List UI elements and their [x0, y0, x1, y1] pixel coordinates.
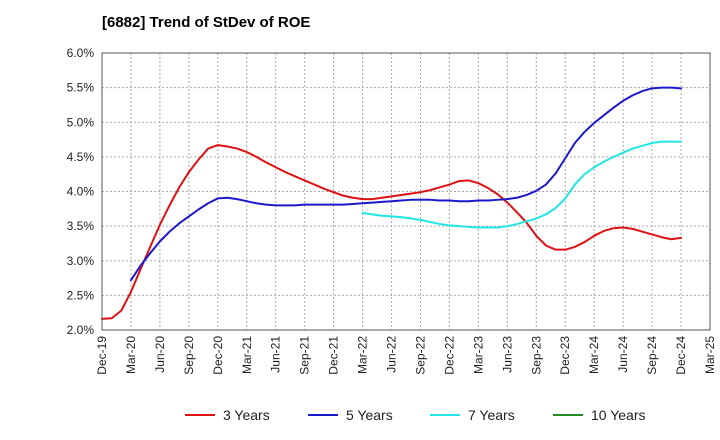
- x-tick-label: Sep-23: [529, 336, 543, 375]
- x-tick-label: Mar-25: [703, 336, 717, 374]
- x-tick-label: Jun-21: [269, 336, 283, 373]
- x-tick-label: Mar-24: [587, 336, 601, 374]
- x-tick-label: Mar-21: [240, 336, 254, 374]
- y-tick-label: 2.0%: [67, 323, 95, 337]
- x-tick-label: Dec-21: [327, 336, 341, 375]
- x-tick-label: Mar-23: [471, 336, 485, 374]
- x-axis-ticks: Dec-19 Mar-20 Jun-20 Sep-20 Dec-20 Mar-21 Jun-…: [95, 336, 717, 375]
- series-line-3-years: [101, 144, 683, 320]
- x-tick-label: Jun-22: [385, 336, 399, 373]
- series-lines: [101, 86, 683, 320]
- x-tick-label: Dec-24: [674, 336, 688, 375]
- x-tick-label: Dec-23: [558, 336, 572, 375]
- y-axis-ticks: 2.0% 2.5% 3.0% 3.5% 4.0% 4.5% 5.0% 5.5% 6.0%: [67, 46, 95, 337]
- y-tick-label: 2.5%: [67, 288, 95, 302]
- x-tick-label: Jun-23: [500, 336, 514, 373]
- x-tick-label: Dec-20: [211, 336, 225, 375]
- y-tick-label: 4.0%: [67, 185, 95, 199]
- x-tick-label: Sep-21: [298, 336, 312, 375]
- legend-label: 5 Years: [346, 407, 393, 423]
- y-tick-label: 5.0%: [67, 115, 95, 129]
- x-tick-label: Dec-22: [442, 336, 456, 375]
- y-tick-label: 4.5%: [67, 150, 95, 164]
- x-tick-label: Jun-24: [616, 336, 630, 373]
- y-tick-label: 5.5%: [67, 81, 95, 95]
- x-tick-label: Sep-20: [182, 336, 196, 375]
- x-tick-label: Mar-20: [124, 336, 138, 374]
- x-tick-label: Jun-20: [153, 336, 167, 373]
- legend: 3 Years 5 Years 7 Years 10 Years: [185, 407, 646, 423]
- plot-area-frame: [101, 52, 711, 331]
- series-line-5-years: [129, 86, 683, 282]
- chart-title: [6882] Trend of StDev of ROE: [102, 14, 311, 31]
- legend-label: 3 Years: [223, 407, 270, 423]
- series-line-7-years: [361, 140, 683, 229]
- x-tick-label: Dec-19: [95, 336, 109, 375]
- legend-label: 7 Years: [468, 407, 515, 423]
- x-tick-label: Sep-22: [413, 336, 427, 375]
- y-tick-label: 6.0%: [67, 46, 95, 60]
- y-tick-label: 3.5%: [67, 219, 95, 233]
- legend-label: 10 Years: [591, 407, 646, 423]
- x-tick-label: Mar-22: [356, 336, 370, 374]
- y-tick-label: 3.0%: [67, 254, 95, 268]
- x-tick-label: Sep-24: [645, 336, 659, 375]
